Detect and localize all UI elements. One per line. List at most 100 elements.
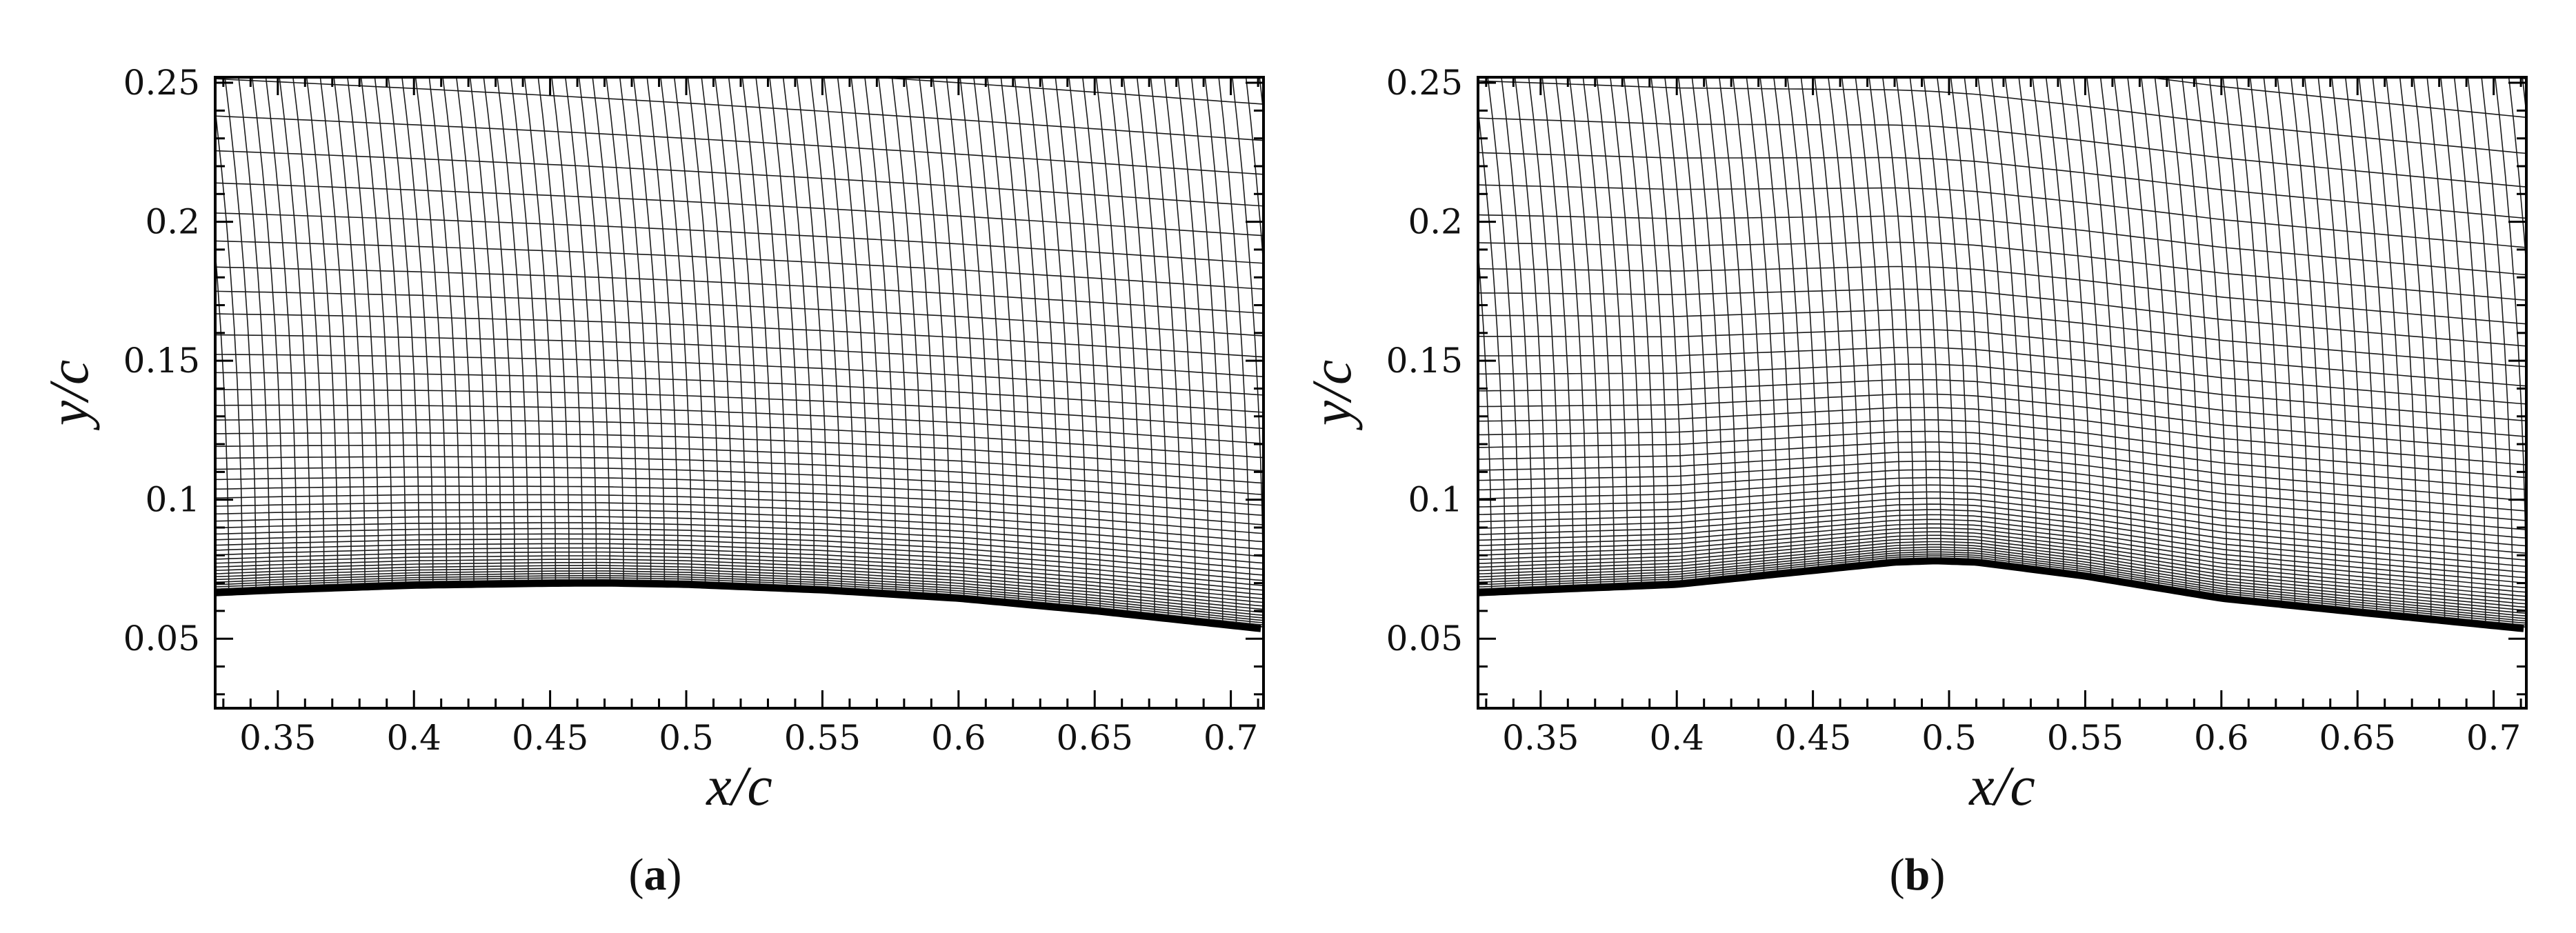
- mesh-normal-line: [2467, 77, 2500, 627]
- mesh-streamwise-line: [1478, 363, 2526, 422]
- mesh-streamwise-line: [1478, 117, 2526, 188]
- mesh-normal-line: [2181, 77, 2214, 597]
- y-tick-label: 0.25: [123, 63, 200, 103]
- mesh-normal-line: [1272, 63, 1304, 629]
- caption-letter: b: [1905, 850, 1930, 900]
- mesh-normal-line: [497, 77, 529, 584]
- mesh-streamwise-line: [1478, 184, 2526, 248]
- y-axis-title: y/c: [1300, 360, 1363, 431]
- mesh-normal-line: [251, 77, 284, 590]
- mesh-streamwise-line: [1478, 541, 2526, 608]
- mesh-streamwise-line: [1478, 551, 2526, 619]
- mesh-streamwise-line: [215, 555, 1264, 599]
- mesh-lines: [1478, 77, 2526, 632]
- x-tick-label: 0.45: [1775, 718, 1851, 758]
- mesh-streamwise-line: [215, 522, 1264, 564]
- mesh-streamwise-line: [215, 565, 1264, 610]
- mesh-normal-line: [2399, 77, 2432, 620]
- mesh-streamwise-line: [1478, 555, 2526, 624]
- mesh-normal-line: [592, 77, 624, 584]
- mesh-streamwise-line: [2506, 77, 2526, 79]
- mesh-normal-line: [1123, 77, 1155, 618]
- mesh-streamwise-line: [1478, 328, 2526, 387]
- mesh-normal-line: [1109, 77, 1142, 616]
- x-tick-label: 0.6: [931, 718, 986, 758]
- x-tick-label: 0.45: [512, 718, 588, 758]
- mesh-streamwise-line: [1478, 491, 2526, 554]
- mesh-streamwise-line: [1478, 407, 2526, 465]
- mesh-normal-line: [483, 77, 516, 584]
- mesh-normal-line: [1190, 77, 1224, 625]
- mesh-normal-line: [2140, 77, 2173, 591]
- mesh-streamwise-line: [215, 516, 1264, 557]
- mesh-streamwise-line: [215, 485, 1264, 525]
- mesh-streamwise-line: [215, 266, 1264, 314]
- mesh-streamwise-line: [215, 509, 1264, 550]
- mesh-normal-line: [1664, 77, 1697, 583]
- mesh-normal-line: [606, 77, 638, 584]
- mesh-normal-line: [1814, 77, 1846, 568]
- mesh-streamwise-line: [215, 313, 1264, 358]
- mesh-streamwise-line: [866, 77, 1264, 105]
- mesh-streamwise-line: [215, 444, 1264, 484]
- y-tick-label: 0.1: [1408, 480, 1463, 520]
- mesh-streamwise-line: [1478, 534, 2526, 601]
- mesh-streamwise-line: [1478, 514, 2526, 579]
- x-tick-label: 0.4: [1649, 718, 1704, 758]
- y-tick-label: 0.15: [1386, 341, 1463, 381]
- caption-open-paren: (: [1890, 850, 1905, 900]
- x-tick-label: 0.6: [2194, 718, 2249, 758]
- mesh-normal-line: [2290, 77, 2323, 609]
- mesh-streamwise-line: [1478, 519, 2526, 584]
- x-tick-label: 0.65: [2319, 718, 2396, 758]
- x-axis-title: x/c: [706, 754, 772, 817]
- x-tick-label: 0.55: [784, 718, 861, 758]
- x-tick-label: 0.35: [239, 718, 316, 758]
- y-tick-label: 0.25: [1386, 63, 1463, 103]
- mesh-normal-line: [2426, 77, 2459, 623]
- mesh-normal-line: [469, 77, 502, 585]
- mesh-normal-line: [2099, 77, 2133, 584]
- mesh-normal-line: [1719, 77, 1751, 577]
- mesh-streamwise-line: [215, 115, 1264, 175]
- mesh-streamwise-line: [1478, 546, 2526, 614]
- mesh-streamwise-line: [215, 432, 1264, 472]
- mesh-streamwise-line: [215, 547, 1264, 591]
- wall-surface-line: [215, 579, 1261, 632]
- mesh-streamwise-line: [215, 570, 1264, 616]
- mesh-normal-line: [2440, 77, 2473, 624]
- mesh-streamwise-line: [215, 240, 1264, 290]
- panel-b: 0.35 0.4 0.45 0.5 0.55 0.6 0.65 0.7 0.05 0.1 0.15 0…: [1300, 63, 2528, 900]
- x-tick-label: 0.35: [1502, 718, 1579, 758]
- mesh-normal-line: [2263, 77, 2296, 606]
- mesh-streamwise-line: [1478, 430, 2526, 490]
- mesh-streamwise-line: [1478, 497, 2526, 561]
- mesh-normal-line: [2386, 77, 2418, 619]
- mesh-normal-line: [1136, 77, 1169, 619]
- mesh-streamwise-line: [215, 533, 1264, 576]
- mesh-normal-line: [1732, 77, 1765, 576]
- mesh-streamwise-line: [215, 212, 1264, 264]
- mesh-streamwise-line: [215, 372, 1264, 413]
- mesh-normal-line: [1218, 77, 1251, 628]
- mesh-streamwise-line: [1478, 523, 2526, 589]
- mesh-streamwise-line: [215, 182, 1264, 237]
- mesh-normal-line: [1596, 77, 1628, 587]
- y-tick-label: 0.05: [123, 619, 200, 659]
- plot-frame: [1477, 76, 2528, 710]
- mesh-normal-line: [2413, 77, 2446, 621]
- y-tick-label: 0.1: [145, 480, 200, 520]
- mesh-streamwise-line: [1478, 553, 2526, 622]
- x-tick-label: 0.4: [386, 718, 441, 758]
- mesh-streamwise-line: [1478, 441, 2526, 501]
- mesh-normal-line: [1841, 77, 1874, 565]
- mesh-normal-line: [578, 77, 611, 583]
- x-tick-label: 0.5: [659, 718, 714, 758]
- mesh-normal-line: [551, 77, 583, 583]
- mesh-streamwise-line: [215, 551, 1264, 596]
- mesh-streamwise-line: [1478, 265, 2526, 325]
- mesh-streamwise-line: [215, 466, 1264, 506]
- mesh-normal-line: [715, 77, 747, 588]
- mesh-normal-line: [687, 77, 720, 586]
- mesh-streamwise-line: [1478, 393, 2526, 452]
